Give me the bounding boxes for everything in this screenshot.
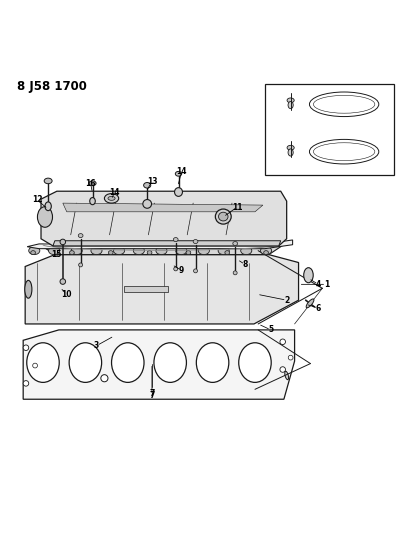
Polygon shape (53, 241, 281, 246)
Ellipse shape (79, 263, 83, 267)
Ellipse shape (261, 247, 272, 255)
Polygon shape (124, 286, 168, 292)
Ellipse shape (288, 356, 293, 360)
Text: 14: 14 (176, 167, 187, 176)
Ellipse shape (198, 247, 209, 255)
Ellipse shape (89, 181, 96, 185)
Text: 9: 9 (179, 266, 184, 275)
Ellipse shape (31, 251, 36, 255)
Text: 10: 10 (61, 290, 72, 298)
Text: 7: 7 (149, 391, 155, 400)
Ellipse shape (49, 247, 59, 255)
Ellipse shape (91, 247, 102, 255)
Ellipse shape (71, 247, 82, 255)
Ellipse shape (288, 149, 293, 156)
Ellipse shape (60, 239, 65, 245)
Polygon shape (25, 255, 298, 324)
Text: (B): (B) (271, 149, 281, 156)
Ellipse shape (133, 247, 144, 255)
Ellipse shape (233, 271, 237, 275)
Ellipse shape (60, 279, 65, 284)
Ellipse shape (38, 207, 53, 227)
Polygon shape (265, 84, 394, 175)
Ellipse shape (280, 367, 285, 372)
Ellipse shape (196, 343, 229, 382)
Ellipse shape (23, 381, 29, 386)
Text: 5: 5 (268, 325, 273, 334)
Text: 15: 15 (51, 250, 61, 259)
Ellipse shape (219, 212, 228, 221)
Ellipse shape (264, 251, 269, 255)
Ellipse shape (101, 375, 108, 382)
Ellipse shape (175, 172, 182, 176)
Ellipse shape (114, 247, 124, 255)
Ellipse shape (306, 299, 314, 308)
Ellipse shape (174, 267, 178, 271)
Ellipse shape (143, 199, 152, 208)
Ellipse shape (23, 345, 29, 351)
Ellipse shape (109, 251, 113, 255)
Ellipse shape (225, 251, 229, 255)
Polygon shape (27, 240, 292, 249)
Ellipse shape (233, 241, 237, 246)
Text: 16: 16 (85, 179, 96, 188)
Text: 7: 7 (149, 389, 155, 398)
Ellipse shape (147, 251, 152, 255)
Ellipse shape (186, 251, 191, 255)
Ellipse shape (174, 188, 182, 196)
Ellipse shape (193, 239, 198, 244)
Ellipse shape (241, 247, 252, 255)
Ellipse shape (45, 202, 51, 211)
Text: 1: 1 (324, 280, 329, 289)
Ellipse shape (27, 343, 59, 382)
Text: 4: 4 (316, 280, 321, 289)
Ellipse shape (215, 209, 231, 224)
Polygon shape (23, 330, 294, 399)
Ellipse shape (44, 178, 52, 184)
Polygon shape (63, 203, 263, 212)
Ellipse shape (176, 247, 187, 255)
Ellipse shape (69, 343, 102, 382)
Ellipse shape (108, 196, 115, 200)
Ellipse shape (173, 238, 178, 241)
Ellipse shape (154, 343, 186, 382)
Text: 3: 3 (94, 341, 99, 350)
Ellipse shape (33, 363, 38, 368)
Ellipse shape (194, 269, 198, 273)
Ellipse shape (156, 247, 167, 255)
Text: 12: 12 (32, 196, 42, 205)
Ellipse shape (287, 98, 294, 103)
Text: 6: 6 (316, 304, 321, 312)
Polygon shape (40, 245, 284, 255)
Ellipse shape (280, 339, 285, 344)
Text: 2: 2 (284, 296, 289, 305)
Ellipse shape (112, 343, 144, 382)
Ellipse shape (29, 247, 40, 255)
Text: 8: 8 (242, 260, 248, 269)
Ellipse shape (144, 182, 151, 188)
Ellipse shape (285, 371, 288, 379)
Ellipse shape (105, 193, 119, 203)
Ellipse shape (78, 233, 83, 238)
Ellipse shape (287, 146, 294, 150)
Text: (A): (A) (271, 102, 281, 108)
Text: 13: 13 (147, 177, 157, 186)
Text: 11: 11 (232, 203, 242, 212)
Ellipse shape (218, 247, 229, 255)
Text: 14: 14 (109, 188, 120, 197)
Ellipse shape (239, 343, 271, 382)
Ellipse shape (304, 268, 313, 282)
Ellipse shape (90, 198, 95, 205)
Text: 8 J58 1700: 8 J58 1700 (17, 80, 87, 93)
Polygon shape (41, 191, 286, 246)
Ellipse shape (69, 251, 74, 255)
Ellipse shape (25, 280, 32, 298)
Ellipse shape (288, 101, 293, 109)
